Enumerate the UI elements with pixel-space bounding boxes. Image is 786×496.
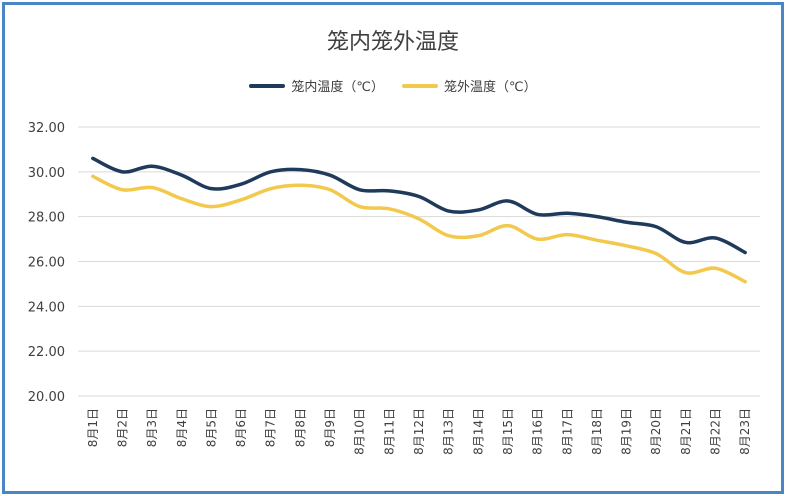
y-tick-label: 26.00: [28, 256, 65, 271]
x-tick-label: 8月4日: [175, 408, 189, 447]
x-tick-label: 8月2日: [115, 408, 129, 447]
x-tick-label: 8月18日: [590, 408, 604, 455]
legend-swatch-outside: [402, 83, 438, 88]
x-tick-label: 8月23日: [738, 408, 752, 455]
series-line-inside: [91, 156, 747, 255]
x-tick-label: 8月19日: [620, 408, 634, 455]
y-tick-label: 32.00: [28, 121, 65, 136]
legend-item-outside: 笼外温度（℃）: [402, 76, 537, 95]
chart-title: 笼内笼外温度: [326, 30, 459, 55]
x-tick-label: 8月14日: [471, 408, 485, 455]
legend-label-inside: 笼内温度（℃）: [291, 80, 384, 95]
x-tick-label: 8月3日: [145, 408, 159, 447]
y-tick-label: 30.00: [28, 166, 65, 181]
x-tick-label: 8月22日: [709, 408, 723, 455]
x-tick-label: 8月16日: [531, 408, 545, 455]
y-tick-label: 28.00: [28, 211, 65, 226]
x-tick-label: 8月1日: [86, 408, 100, 447]
legend-item-inside: 笼内温度（℃）: [249, 76, 384, 95]
y-tick-label: 22.00: [28, 345, 65, 360]
x-tick-label: 8月9日: [323, 408, 337, 447]
x-tick-label: 8月5日: [204, 408, 218, 447]
legend-swatch-inside: [249, 83, 286, 88]
x-tick-label: 8月7日: [264, 408, 278, 447]
series-line-outside: [91, 174, 747, 284]
x-tick-label: 8月11日: [382, 408, 396, 455]
x-tick-label: 8月10日: [353, 408, 367, 455]
y-tick-label: 24.00: [28, 300, 65, 315]
x-tick-label: 8月13日: [442, 408, 456, 455]
x-tick-label: 8月12日: [412, 408, 426, 455]
x-tick-label: 8月17日: [560, 408, 574, 455]
x-tick-label: 8月15日: [501, 408, 515, 455]
chart-legend: 笼内温度（℃） 笼外温度（℃）: [0, 76, 786, 95]
legend-label-outside: 笼外温度（℃）: [444, 80, 537, 95]
x-tick-label: 8月21日: [679, 408, 693, 455]
x-tick-label: 8月6日: [234, 408, 248, 447]
x-tick-label: 8月8日: [293, 408, 307, 447]
y-tick-label: 20.00: [28, 390, 65, 405]
x-tick-label: 8月20日: [649, 408, 663, 455]
